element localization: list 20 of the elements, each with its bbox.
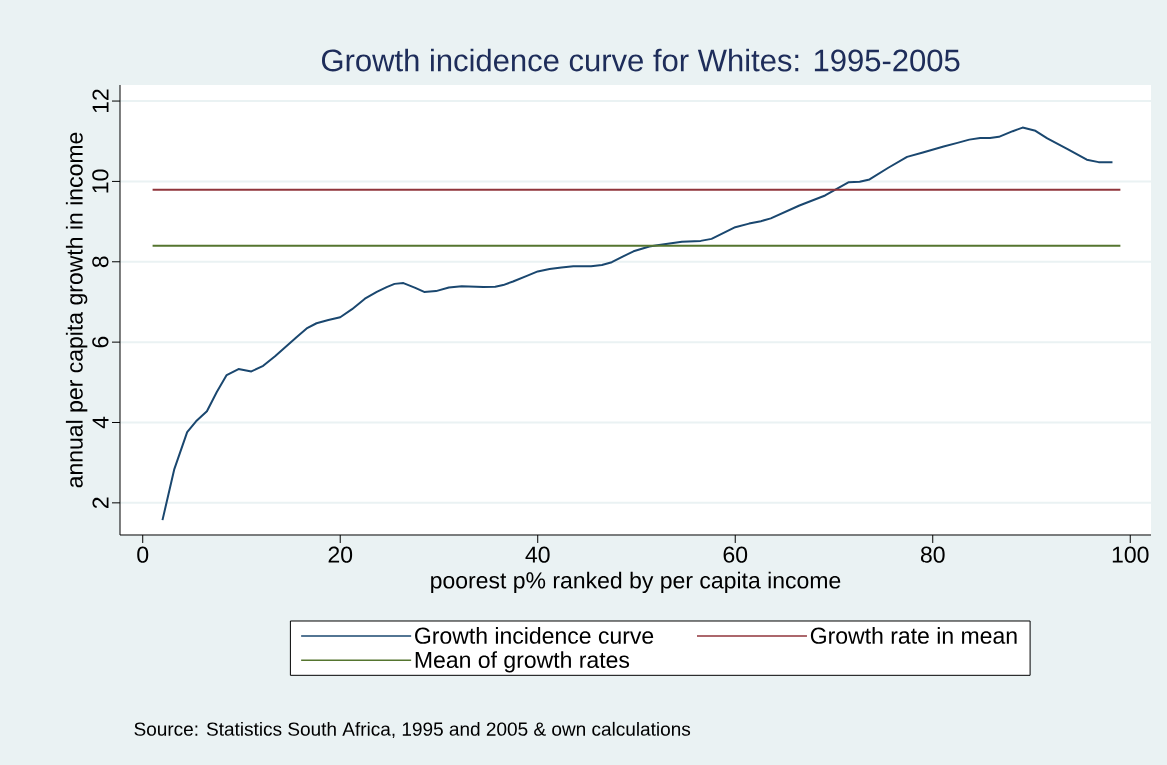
x-tick-label: 80 — [920, 546, 945, 563]
x-axis-title: poorest p% ranked by per capita income — [431, 571, 841, 594]
chart-title: Growth incidence curve for Whites: 1995-2005 — [322, 48, 960, 72]
legend-label: Mean of growth rates — [415, 651, 630, 673]
x-tick-label: 0 — [137, 546, 149, 563]
x-tick-label: 60 — [723, 546, 748, 563]
y-tick-label: 12 — [92, 89, 109, 113]
y-tick-label: 2 — [92, 497, 109, 509]
y-tick-label: 4 — [92, 416, 109, 429]
x-tick-label: 100 — [1112, 546, 1149, 563]
source-note: Source: Statistics South Africa, 1995 and 2005 & own calculations — [134, 721, 691, 739]
x-tick-label: 20 — [328, 546, 353, 563]
y-tick-label: 6 — [92, 336, 109, 348]
x-tick-label: 40 — [525, 546, 550, 563]
legend-label: Growth rate in mean — [810, 626, 1017, 644]
y-axis-title: annual per capita growth in income — [65, 132, 88, 488]
legend-label: Growth incidence curve — [415, 626, 654, 644]
line-series — [161, 126, 1114, 522]
y-tick-label: 8 — [92, 256, 109, 268]
y-tick-label: 10 — [92, 169, 109, 193]
